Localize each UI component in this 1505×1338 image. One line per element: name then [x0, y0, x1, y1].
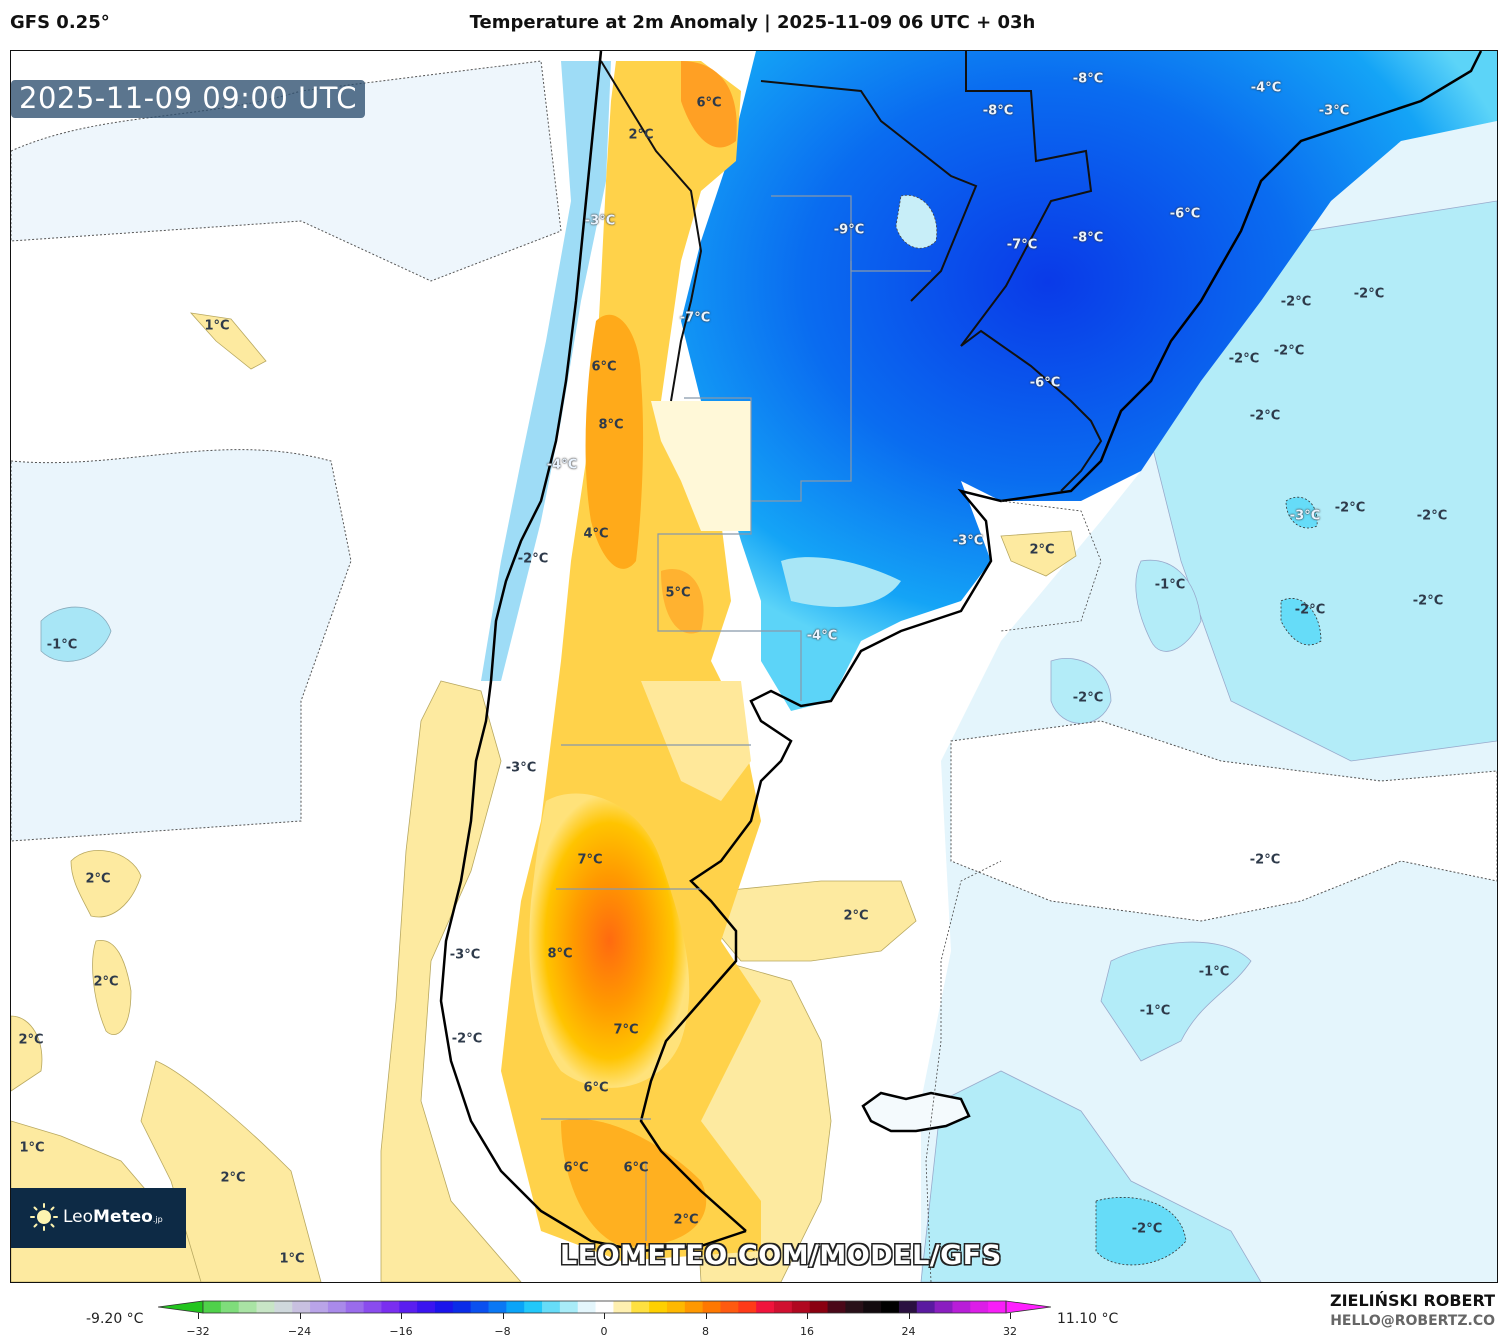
colorbar-tick-label: 32 [1003, 1325, 1017, 1338]
temperature-label: -8°C [1072, 230, 1104, 246]
temperature-label: 5°C [665, 585, 691, 601]
colorbar-tickmark [705, 1313, 707, 1319]
temperature-label: -1°C [1198, 964, 1230, 980]
temperature-label: -8°C [1072, 71, 1104, 87]
colorbar-max-label: 11.10 °C [1057, 1311, 1119, 1327]
temperature-label: 8°C [598, 417, 624, 433]
temperature-label: 2°C [18, 1032, 44, 1048]
temperature-label: -2°C [1131, 1221, 1163, 1237]
colorbar-tickmark [401, 1313, 402, 1319]
temperature-label: -9°C [833, 222, 865, 238]
temperature-label: -2°C [1072, 690, 1104, 706]
temperature-label: -3°C [505, 760, 537, 776]
temperature-label: -6°C [1029, 375, 1061, 391]
temperature-label: 2°C [220, 1170, 246, 1186]
temperature-label: 2°C [93, 974, 119, 990]
temperature-label: 1°C [204, 318, 230, 334]
colorbar-tick-label: 0 [600, 1325, 608, 1338]
temperature-label: -3°C [449, 947, 481, 963]
temperature-label: 6°C [623, 1160, 649, 1176]
colorbar-tickmark [299, 1313, 301, 1319]
colorbar-tick-label: −32 [186, 1325, 210, 1338]
temperature-label: 4°C [583, 526, 609, 542]
temperature-label: 1°C [19, 1140, 45, 1156]
temperature-label: 6°C [696, 95, 722, 111]
temperature-label: -7°C [1006, 237, 1038, 253]
temperature-label: -2°C [1412, 593, 1444, 609]
temperature-label: -4°C [806, 628, 838, 644]
sun-icon [30, 1203, 58, 1231]
colorbar-tick-label: −16 [389, 1325, 413, 1338]
temperature-label: 2°C [843, 908, 869, 924]
colorbar [158, 1300, 1051, 1314]
colorbar-tick-label: −8 [494, 1325, 511, 1338]
temperature-label: -2°C [451, 1031, 483, 1047]
colorbar-tick-label: 8 [702, 1325, 709, 1338]
temperature-label: -7°C [679, 310, 711, 326]
temperature-label: -3°C [1318, 103, 1350, 119]
colorbar-tickmark [502, 1313, 504, 1319]
colorbar-tickmark [908, 1313, 910, 1319]
author-credit: ZIELIŃSKI ROBERT [1329, 1291, 1495, 1310]
temperature-label: -2°C [1228, 351, 1260, 367]
temperature-label: -2°C [1334, 500, 1366, 516]
temperature-label: -2°C [1353, 286, 1385, 302]
colorbar-tickmark [198, 1313, 199, 1319]
temperature-label: -3°C [1289, 508, 1321, 524]
temperature-label: -3°C [584, 213, 616, 229]
temperature-label: -2°C [1273, 343, 1305, 359]
temperature-label: -2°C [517, 551, 549, 567]
temperature-label: 1°C [279, 1251, 305, 1267]
colorbar-tickmark [604, 1313, 605, 1319]
temperature-label: -6°C [1169, 206, 1201, 222]
colorbar-tickmark [1010, 1313, 1011, 1319]
temperature-label: 7°C [577, 852, 603, 868]
temperature-label: 6°C [583, 1080, 609, 1096]
colorbar-tick-label: 16 [800, 1325, 814, 1338]
temperature-label: -2°C [1416, 508, 1448, 524]
temperature-label: -1°C [1154, 577, 1186, 593]
temperature-label: 8°C [547, 946, 573, 962]
temperature-label: -4°C [546, 457, 578, 473]
temperature-label: -3°C [952, 533, 984, 549]
temperature-label: -2°C [1294, 602, 1326, 618]
temperature-label: -4°C [1250, 80, 1282, 96]
temperature-label: 2°C [85, 871, 111, 887]
temperature-label: -2°C [1249, 408, 1281, 424]
temperature-label: -2°C [1249, 852, 1281, 868]
temperature-label: -1°C [46, 637, 78, 653]
map-fill-layer [11, 51, 1497, 1282]
colorbar-tickmark [807, 1313, 808, 1319]
logo-wordmark: LeoMeteo.jp [63, 1207, 163, 1227]
leometeo-logo[interactable]: LeoMeteo.jp [11, 1188, 186, 1248]
anomaly-map: 2025-11-09 09:00 UTC [10, 50, 1498, 1283]
temperature-label: 7°C [613, 1022, 639, 1038]
colorbar-min-label: -9.20 °C [86, 1311, 144, 1327]
temperature-label: -2°C [1280, 294, 1312, 310]
valid-time-badge: 2025-11-09 09:00 UTC [11, 80, 366, 118]
source-url-watermark: LEOMETEO.COM/MODEL/GFS [560, 1240, 1002, 1271]
temperature-label: 2°C [673, 1212, 699, 1228]
temperature-label: 2°C [628, 127, 654, 143]
temperature-label: 6°C [563, 1160, 589, 1176]
chart-title: Temperature at 2m Anomaly | 2025-11-09 0… [469, 12, 1036, 33]
author-email[interactable]: HELLO@ROBERTZ.CO [1330, 1313, 1495, 1329]
temperature-label: -1°C [1139, 1003, 1171, 1019]
colorbar-tick-label: −24 [287, 1325, 312, 1338]
temperature-label: 2°C [1029, 542, 1055, 558]
temperature-label: -8°C [982, 103, 1014, 119]
colorbar-tick-label: 24 [901, 1325, 916, 1338]
model-name: GFS 0.25° [10, 12, 110, 33]
temperature-label: 6°C [591, 359, 617, 375]
